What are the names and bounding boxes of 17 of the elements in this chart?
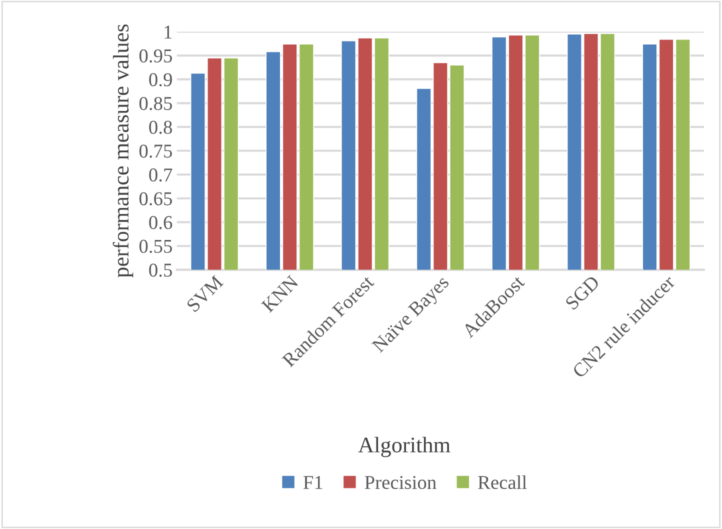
y-tick-label: 1: [164, 26, 172, 38]
y-tick-label: 0.7: [149, 168, 172, 182]
legend-label: Recall: [478, 475, 527, 490]
y-tick-label: 0.75: [139, 144, 172, 158]
y-tick-label: 0.8: [149, 120, 172, 134]
y-tick-label: 0.6: [149, 216, 172, 230]
legend-label: F1: [303, 476, 322, 489]
y-axis-title: performance measure values: [112, 24, 134, 278]
x-axis-title: Algorithm: [358, 436, 450, 458]
x-tick-label: SGD: [564, 274, 600, 310]
y-tick-label: 0.55: [139, 240, 172, 254]
legend-label: Precision: [364, 476, 436, 490]
y-tick-label: 0.65: [139, 192, 172, 206]
y-tick-label: 0.85: [139, 96, 172, 110]
y-tick-label: 0.9: [149, 73, 172, 86]
y-tick-label: 0.95: [139, 49, 172, 63]
y-tick-label: 0.5: [149, 264, 172, 277]
